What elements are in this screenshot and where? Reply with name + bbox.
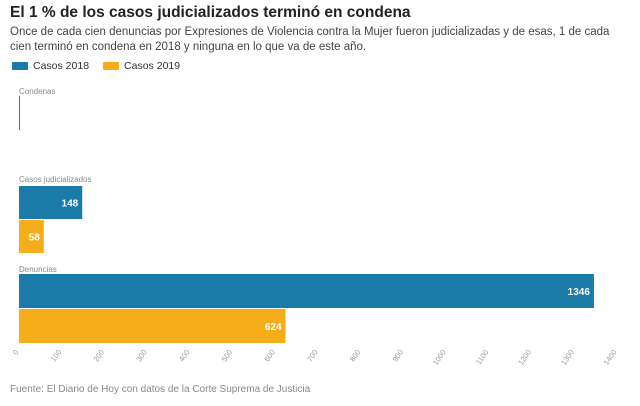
x-tick-label-0: 0 (11, 348, 21, 357)
legend-label-2018: Casos 2018 (33, 60, 90, 72)
x-tick-label-200: 200 (92, 348, 107, 363)
category-label-denuncias: Denuncias (19, 265, 57, 274)
x-tick-label-1100: 1100 (474, 348, 491, 366)
data-label-denuncias-1: 624 (265, 322, 282, 333)
x-tick-label-700: 700 (305, 348, 320, 363)
bar-denuncias-0 (19, 274, 594, 308)
category-label-casos-judicializados: Casos judicializados (19, 175, 91, 184)
chart-subtitle: Once de cada cien denuncias por Expresio… (10, 26, 610, 53)
legend-swatch-2019 (103, 62, 120, 70)
x-tick-label-100: 100 (49, 348, 64, 363)
chart-title: El 1 % de los casos judicializados termi… (10, 4, 411, 21)
data-label-casos-judicializados-1: 58 (29, 233, 41, 244)
x-tick-label-900: 900 (391, 348, 406, 363)
legend-swatch-2018 (12, 62, 28, 70)
source-note: Fuente: El Diario de Hoy con datos de la… (10, 384, 311, 395)
legend-item-2018[interactable]: Casos 2018 (12, 60, 89, 72)
category-label-condenas: Condenas (19, 87, 55, 96)
legend-label-2019: Casos 2019 (124, 60, 181, 72)
bar-casos-judicializados-0 (19, 186, 83, 219)
x-tick-label-500: 500 (220, 348, 235, 363)
legend-item-2019[interactable]: Casos 2019 (103, 60, 180, 72)
bar-condenas-0 (19, 96, 20, 130)
data-label-denuncias-0: 1346 (568, 287, 591, 298)
x-tick-label-1400: 1400 (602, 348, 619, 367)
data-label-casos-judicializados-0: 148 (62, 199, 79, 210)
x-tick-label-1200: 1200 (516, 348, 533, 367)
x-tick-label-300: 300 (134, 348, 149, 363)
bar-casos-judicializados-1 (19, 220, 44, 253)
legend: Casos 2018 Casos 2019 (12, 60, 180, 72)
bar-denuncias-1 (19, 309, 286, 343)
x-tick-label-800: 800 (348, 348, 363, 363)
x-tick-label-600: 600 (262, 348, 277, 363)
x-tick-label-400: 400 (177, 348, 192, 363)
x-tick-label-1300: 1300 (559, 348, 576, 367)
x-tick-label-1000: 1000 (431, 348, 448, 367)
